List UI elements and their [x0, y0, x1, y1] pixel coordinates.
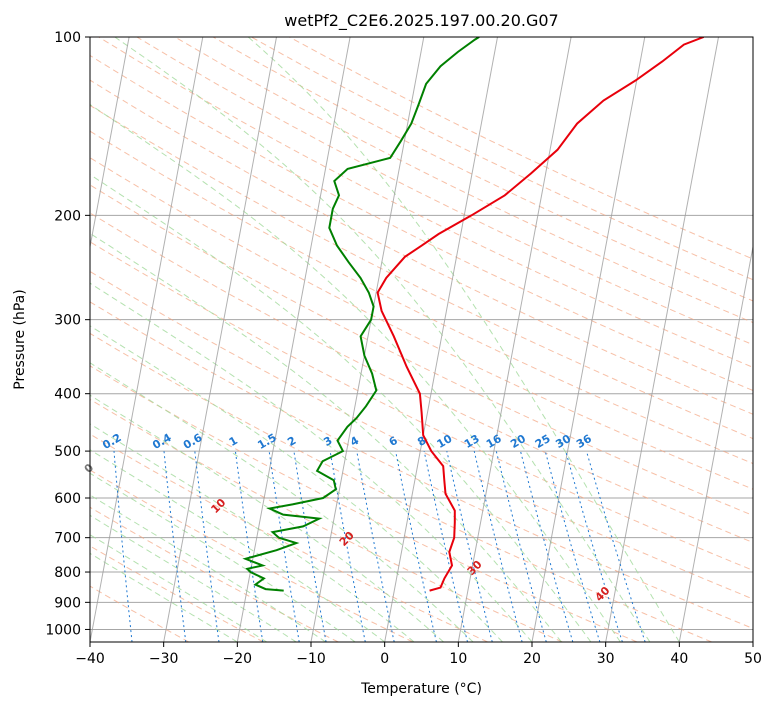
x-tick-label: −10: [296, 651, 326, 667]
dry-adiabat-line: [136, 37, 753, 346]
dry-adiabat-line: [90, 157, 753, 490]
x-axis-label: Temperature (°C): [360, 681, 482, 697]
mixing-ratio-line: [446, 450, 493, 642]
y-tick-label: 900: [54, 595, 81, 611]
dry-adiabat-line: [212, 37, 753, 302]
mixing-ratio-line: [520, 450, 574, 642]
x-tick-label: −40: [75, 651, 105, 667]
dry-adiabat-line: [90, 506, 339, 642]
mixing-ratio-line: [423, 450, 468, 642]
isotherm-line: [384, 37, 498, 642]
isotherm-line: [310, 37, 425, 642]
x-tick-label: 40: [670, 651, 688, 667]
x-tick-label: −30: [149, 651, 179, 667]
moist-adiabat-line: [90, 362, 474, 642]
temperature-profile: [376, 37, 705, 592]
dry-adiabat-line: [90, 241, 753, 571]
mixing-ratio-line: [544, 450, 601, 642]
isotherm-line: [531, 37, 646, 642]
isotherm-line: [163, 37, 277, 642]
y-tick-label: 200: [54, 208, 81, 224]
y-tick-label: 700: [54, 531, 81, 547]
isotherm-line: [90, 37, 204, 642]
moist-adiabat-line: [90, 552, 238, 642]
dry-adiabat-line: [90, 130, 753, 465]
plot-frame: [89, 36, 754, 643]
dry-adiabat-line: [98, 37, 753, 368]
dry-adiabat-line: [90, 398, 563, 642]
moist-adiabat-line: [90, 232, 562, 642]
y-axis-label: Pressure (hPa): [12, 289, 28, 389]
mixing-ratio-line: [329, 451, 366, 642]
mixing-ratio-line: [495, 450, 547, 642]
moist-adiabat-line: [90, 423, 415, 642]
moist-adiabat-line: [90, 103, 621, 642]
x-tick-label: 10: [449, 651, 467, 667]
moist-adiabat-line: [90, 394, 444, 642]
dry-adiabat-line: [90, 301, 753, 630]
isotherm-line: [752, 639, 753, 642]
dry-adiabat-line: [90, 332, 712, 642]
dewpoint-profile: [242, 37, 480, 592]
moist-adiabat-line: [90, 325, 503, 642]
y-tick-label: 400: [54, 387, 81, 403]
chart-title: wetPf2_C2E6.2025.197.00.20.G07: [284, 11, 558, 31]
isotherm-line: [236, 37, 351, 642]
moist-adiabat-line: [90, 173, 592, 642]
y-tick-label: 100: [54, 30, 81, 46]
moist-adiabat-line: [90, 472, 356, 642]
dry-adiabat-line: [90, 433, 488, 642]
y-tick-label: 800: [54, 565, 81, 581]
isotherm-line: [457, 37, 572, 642]
x-tick-label: 50: [744, 651, 762, 667]
dry-adiabat-line: [90, 212, 753, 544]
y-tick-label: 300: [54, 313, 81, 329]
y-tick-label: 500: [54, 444, 81, 460]
moist-adiabat-line: [247, 37, 680, 642]
x-tick-label: 0: [380, 651, 389, 667]
dry-adiabat-line: [90, 365, 638, 642]
dry-adiabat-line: [90, 104, 753, 440]
y-tick-label: 600: [54, 491, 81, 507]
isotherm-line: [678, 243, 753, 642]
x-tick-label: −20: [223, 651, 253, 667]
mixing-ratio-line: [473, 450, 523, 642]
moist-adiabat-line: [90, 449, 386, 642]
dry-adiabat-line: [90, 184, 753, 517]
mixing-ratio-line: [356, 451, 395, 642]
x-tick-label: 30: [597, 651, 615, 667]
mixing-ratio-line: [395, 451, 437, 642]
isotherm-line: [605, 37, 719, 642]
y-tick-label: 1000: [45, 622, 81, 638]
moist-adiabat-line: [90, 534, 268, 642]
mixing-ratio-line: [565, 450, 623, 642]
x-tick-label: 20: [523, 651, 541, 667]
isotherm-line: [90, 37, 130, 250]
moist-adiabat-line: [114, 37, 651, 642]
